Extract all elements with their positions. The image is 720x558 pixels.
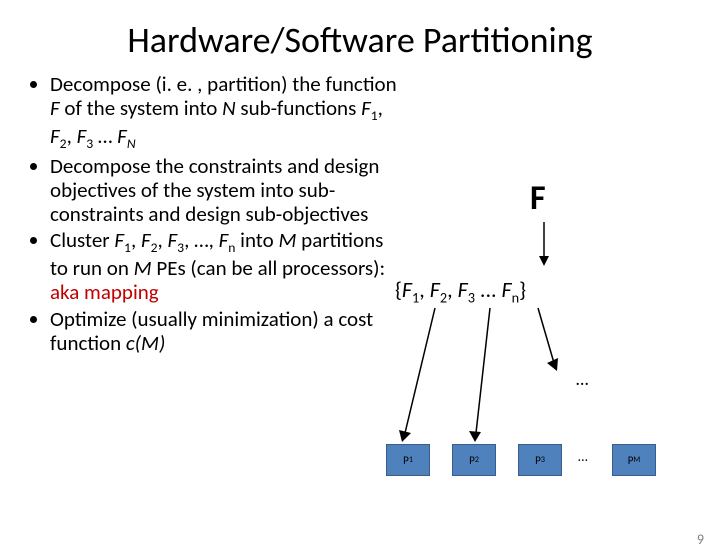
bullet-2: Decompose the constraints and design obj… — [50, 154, 400, 226]
p1-box: P1 — [386, 444, 430, 476]
arrow-to-p2-icon — [440, 308, 520, 448]
bullet-4: Optimize (usually minimization) a cost f… — [50, 307, 400, 355]
bullet-1: Decompose (i. e. , partition) the functi… — [50, 72, 400, 152]
arrow-down-icon — [538, 222, 550, 267]
mid-ellipsis: … — [576, 368, 588, 390]
pm-box: PM — [612, 444, 656, 476]
F-node: F — [530, 178, 546, 219]
function-set: {F1, F2, F3 ... Fn} — [395, 276, 526, 306]
slide-title: Hardware/Software Partitioning — [0, 18, 720, 62]
bullet-list: Decompose (i. e. , partition) the functi… — [30, 72, 400, 357]
p3-box: P3 — [518, 444, 562, 476]
partition-diagram: F {F1, F2, F3 ... Fn} … P1 P2 P3 … PM — [380, 148, 710, 508]
p2-box: P2 — [452, 444, 496, 476]
bullet-3: Cluster F1, F2, F3, …, Fn into M partiti… — [50, 228, 400, 304]
p-ellipsis: … — [578, 448, 588, 465]
